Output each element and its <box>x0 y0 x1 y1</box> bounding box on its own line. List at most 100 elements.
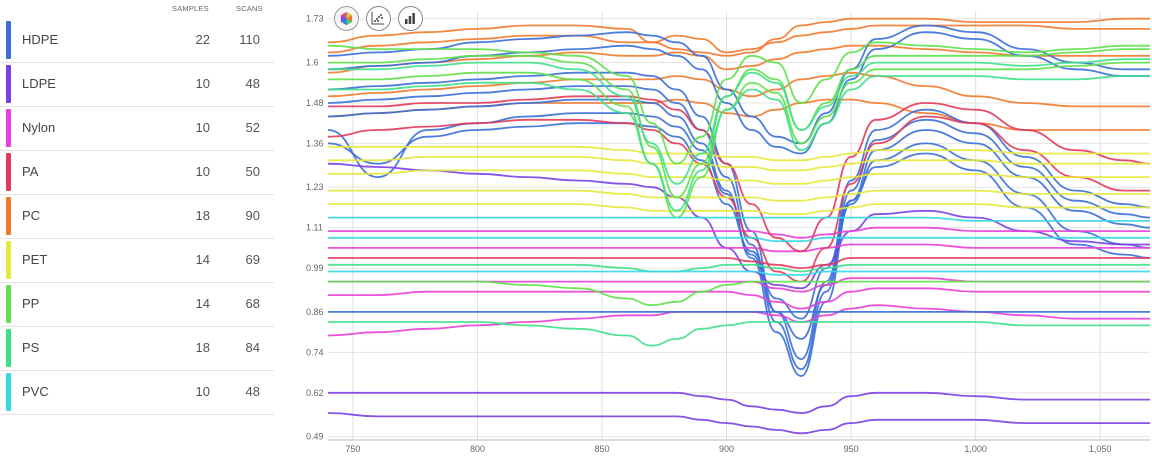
legend-item-pet[interactable]: PET 14 69 <box>0 238 274 283</box>
y-tick-label: 1.11 <box>306 223 323 233</box>
spectrum-line-0 <box>327 24 1150 54</box>
y-tick-label: 1.23 <box>306 182 324 192</box>
spectrum-line-22 <box>327 95 1151 253</box>
spectrum-line-17 <box>327 287 1150 310</box>
legend-label: PC <box>22 208 41 223</box>
legend-swatch <box>6 65 11 103</box>
spectrum-line-9 <box>327 98 1151 377</box>
bar-view-button[interactable] <box>398 6 423 31</box>
legend-item-nylon[interactable]: Nylon 10 52 <box>0 106 274 151</box>
samples-count: 18 <box>195 208 210 223</box>
spectrum-line-18 <box>327 304 1150 337</box>
spectrum-line-32 <box>328 321 1150 347</box>
spectrum-line-1 <box>327 17 1150 57</box>
spectrum-line-30 <box>327 41 1150 165</box>
spectrum-line-20 <box>327 115 1150 283</box>
legend-label: PA <box>22 164 39 179</box>
x-tick-label: 850 <box>594 444 609 454</box>
spectrum-line-35 <box>328 263 1150 273</box>
legend-swatch <box>6 329 11 367</box>
legend-swatch <box>6 21 11 59</box>
samples-count: 10 <box>195 76 210 91</box>
spectra-chart: 0.49 0.62 0.74 0.86 0.99 1.11 1.23 1.36 1.48 1.6 1… <box>280 0 1152 457</box>
scatter-plot-icon <box>371 11 385 30</box>
samples-count: 18 <box>195 340 210 355</box>
spectrum-line-11 <box>327 122 1151 320</box>
legend-swatch <box>6 197 11 235</box>
spectrum-line-19 <box>328 226 1150 239</box>
x-tick-label: 750 <box>345 444 360 454</box>
hexagon-icon <box>339 11 354 31</box>
scans-count: 48 <box>245 384 260 399</box>
spectrum-line-31 <box>327 280 1150 307</box>
samples-count: 22 <box>195 32 210 47</box>
y-tick-label: 0.99 <box>306 263 324 273</box>
spectrum-line-10 <box>327 112 1151 340</box>
legend-item-hdpe[interactable]: HDPE 22 110 <box>0 18 274 63</box>
spectra-plot: 0.49 0.62 0.74 0.86 0.99 1.11 1.23 1.36 1.48 1.6 1… <box>306 12 1151 454</box>
legend-item-pc[interactable]: PC 18 90 <box>0 194 274 239</box>
samples-count: 14 <box>195 296 210 311</box>
spectrum-line-21 <box>327 257 1150 270</box>
legend-item-pa[interactable]: PA 10 50 <box>0 150 274 195</box>
y-tick-label: 1.48 <box>306 98 324 108</box>
legend-label: PS <box>22 340 40 355</box>
legend-label: HDPE <box>22 32 59 47</box>
scans-count: 110 <box>239 32 260 47</box>
legend-item-pvc[interactable]: PVC 10 48 <box>0 370 274 415</box>
legend-item-ldpe[interactable]: LDPE 10 48 <box>0 62 274 107</box>
spectrum-line-5 <box>327 24 1150 145</box>
scans-count: 68 <box>245 296 260 311</box>
legend-swatch <box>6 153 11 191</box>
x-tick-label: 950 <box>844 444 859 454</box>
scans-column-header: SCANS <box>236 4 263 13</box>
samples-count: 10 <box>195 384 210 399</box>
spectrum-line-24 <box>328 169 1150 185</box>
spectrum-line-38 <box>327 270 1150 276</box>
spectrum-line-29 <box>327 61 1150 219</box>
legend-item-ps[interactable]: PS 18 84 <box>0 326 274 371</box>
y-tick-label: 0.62 <box>306 388 324 398</box>
legend-item-pp[interactable]: PP 14 68 <box>0 282 274 327</box>
y-tick-label: 0.49 <box>306 432 324 442</box>
legend-label: PVC <box>22 384 49 399</box>
spectrum-line-36 <box>327 216 1151 222</box>
scans-count: 90 <box>245 208 260 223</box>
bar-chart-icon <box>403 11 417 30</box>
y-tick-label: 0.74 <box>306 347 324 357</box>
spectrum-line-28 <box>327 48 1150 199</box>
legend-swatch <box>6 285 11 323</box>
spectrum-line-16 <box>327 277 1150 293</box>
scans-count: 50 <box>245 164 260 179</box>
x-tick-label: 900 <box>719 444 734 454</box>
samples-count: 10 <box>195 120 210 135</box>
y-tick-label: 1.36 <box>306 138 324 148</box>
spectrum-line-34 <box>328 58 1150 185</box>
x-tick-label: 1,050 <box>1089 444 1112 454</box>
legend-swatch <box>6 373 11 411</box>
y-tick-label: 0.86 <box>306 307 324 317</box>
y-tick-label: 1.73 <box>306 14 324 24</box>
spectrum-line-12 <box>328 391 1150 414</box>
scans-count: 52 <box>245 120 260 135</box>
spectrum-line-37 <box>328 236 1150 243</box>
x-tick-label: 1,000 <box>964 444 987 454</box>
y-tick-label: 1.6 <box>306 58 319 68</box>
spectrum-line-25 <box>327 189 1150 202</box>
scans-count: 48 <box>245 76 260 91</box>
scans-count: 69 <box>245 252 260 267</box>
scatter-view-button[interactable] <box>366 6 391 31</box>
legend-label: Nylon <box>22 120 56 135</box>
legend-swatch <box>6 241 11 279</box>
spectrum-line-23 <box>328 155 1150 172</box>
scans-count: 84 <box>245 340 260 355</box>
samples-count: 10 <box>195 164 210 179</box>
spectrum-line-26 <box>328 203 1150 216</box>
legend-swatch <box>6 109 11 147</box>
spectra-view-button[interactable] <box>334 6 359 31</box>
x-tick-label: 800 <box>470 444 485 454</box>
legend-panel: SAMPLES SCANS HDPE 22 110 LDPE 10 48 Nylon 10 52… <box>0 0 280 457</box>
spectrum-line-33 <box>328 75 1150 212</box>
spectrum-line-27 <box>327 145 1150 162</box>
spectrum-line-6 <box>327 31 1150 155</box>
